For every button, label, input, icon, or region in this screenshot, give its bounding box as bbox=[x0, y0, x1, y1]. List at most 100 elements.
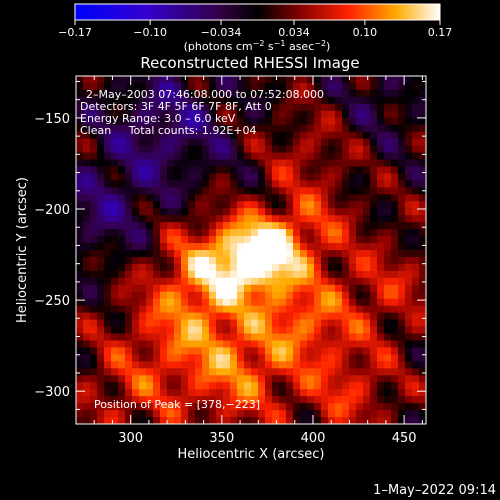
heatmap-cell bbox=[377, 305, 385, 314]
heatmap-cell bbox=[412, 403, 420, 411]
heatmap-cell bbox=[125, 159, 133, 167]
heatmap-cell bbox=[279, 201, 287, 209]
heatmap-cell bbox=[216, 396, 224, 404]
heatmap-cell bbox=[335, 396, 343, 404]
heatmap-cell bbox=[167, 291, 175, 300]
heatmap-cell bbox=[279, 312, 287, 320]
heatmap-cell bbox=[188, 215, 196, 223]
heatmap-cell bbox=[146, 131, 154, 140]
heatmap-cell bbox=[370, 131, 378, 140]
heatmap-cell bbox=[167, 417, 175, 425]
heatmap-cell bbox=[216, 243, 224, 251]
heatmap-cell bbox=[174, 166, 182, 174]
heatmap-cell bbox=[314, 187, 322, 195]
heatmap-cell bbox=[279, 76, 287, 84]
heatmap-cell bbox=[188, 117, 196, 126]
heatmap-cell bbox=[111, 103, 119, 112]
heatmap-cell bbox=[216, 159, 224, 167]
y-tick-label: −150 bbox=[34, 112, 70, 127]
heatmap-cell bbox=[370, 166, 378, 174]
heatmap-cell bbox=[251, 382, 259, 390]
heatmap-cell bbox=[300, 263, 308, 272]
heatmap-cell bbox=[321, 215, 329, 223]
heatmap-cell bbox=[342, 312, 350, 320]
heatmap-cell bbox=[286, 368, 294, 376]
heatmap-cell bbox=[209, 110, 217, 119]
heatmap-cell bbox=[83, 145, 91, 153]
heatmap-cell bbox=[132, 410, 140, 418]
heatmap-cell bbox=[202, 187, 210, 195]
heatmap-cell bbox=[97, 187, 105, 195]
heatmap-cell bbox=[251, 291, 259, 300]
heatmap-cell bbox=[160, 117, 168, 126]
heatmap-cell bbox=[335, 333, 343, 341]
heatmap-cell bbox=[363, 215, 371, 223]
heatmap-cell bbox=[167, 89, 175, 98]
heatmap-cell bbox=[160, 131, 168, 140]
heatmap-cell bbox=[405, 375, 413, 383]
heatmap-cell bbox=[398, 76, 406, 84]
heatmap-cell bbox=[258, 403, 266, 411]
heatmap-cell bbox=[405, 382, 413, 390]
heatmap-cell bbox=[160, 298, 168, 307]
heatmap-cell bbox=[356, 389, 364, 397]
heatmap-cell bbox=[314, 291, 322, 300]
heatmap-cell bbox=[160, 243, 168, 251]
heatmap-cell bbox=[174, 145, 182, 153]
heatmap-cell bbox=[118, 243, 126, 251]
heatmap-cell bbox=[419, 403, 427, 411]
heatmap-cell bbox=[328, 194, 336, 202]
annotation-time-range: 2–May–2003 07:46:08.000 to 07:52:08.000 bbox=[86, 88, 324, 101]
heatmap-cell bbox=[251, 194, 259, 202]
heatmap-cell bbox=[237, 222, 245, 230]
heatmap-cell bbox=[104, 180, 112, 188]
heatmap-cell bbox=[146, 250, 154, 258]
heatmap-cell bbox=[251, 368, 259, 376]
heatmap-cell bbox=[349, 375, 357, 383]
heatmap-cell bbox=[104, 187, 112, 195]
heatmap-cell bbox=[384, 326, 392, 334]
heatmap-cell bbox=[230, 208, 238, 216]
heatmap-cell bbox=[293, 145, 301, 153]
heatmap-cell bbox=[370, 82, 378, 91]
heatmap-cell bbox=[398, 382, 406, 390]
heatmap-cell bbox=[216, 305, 224, 314]
heatmap-cell bbox=[258, 347, 266, 355]
heatmap-cell bbox=[258, 180, 266, 188]
heatmap-cell bbox=[244, 375, 252, 383]
heatmap-cell bbox=[377, 361, 385, 369]
heatmap-cell bbox=[349, 152, 357, 160]
heatmap-cell bbox=[181, 201, 189, 209]
heatmap-cell bbox=[223, 187, 231, 195]
heatmap-cell bbox=[132, 326, 140, 334]
heatmap-cell bbox=[391, 263, 399, 272]
heatmap-cell bbox=[230, 82, 238, 91]
heatmap-cell bbox=[349, 159, 357, 167]
heatmap-cell bbox=[90, 361, 98, 369]
heatmap-cell bbox=[76, 138, 84, 146]
heatmap-cell bbox=[300, 277, 308, 286]
heatmap-cell bbox=[363, 284, 371, 293]
heatmap-cell bbox=[405, 284, 413, 293]
heatmap-cell bbox=[349, 131, 357, 140]
heatmap-cell bbox=[349, 277, 357, 286]
heatmap-cell bbox=[167, 187, 175, 195]
heatmap-cell bbox=[363, 208, 371, 216]
heatmap-cell bbox=[76, 145, 84, 153]
heatmap-cell bbox=[97, 194, 105, 202]
heatmap-cell bbox=[125, 131, 133, 140]
heatmap-cell bbox=[286, 194, 294, 202]
heatmap-cell bbox=[237, 243, 245, 251]
heatmap-cell bbox=[223, 250, 231, 258]
heatmap-cell bbox=[300, 138, 308, 146]
heatmap-cell bbox=[76, 236, 84, 244]
heatmap-cell bbox=[146, 215, 154, 223]
heatmap-cell bbox=[265, 229, 273, 237]
heatmap-cell bbox=[307, 76, 315, 84]
heatmap-cell bbox=[125, 361, 133, 369]
heatmap-cell bbox=[307, 187, 315, 195]
heatmap-cell bbox=[188, 340, 196, 348]
heatmap-cell bbox=[90, 270, 98, 279]
heatmap-cell bbox=[125, 222, 133, 230]
heatmap-cell bbox=[181, 312, 189, 320]
